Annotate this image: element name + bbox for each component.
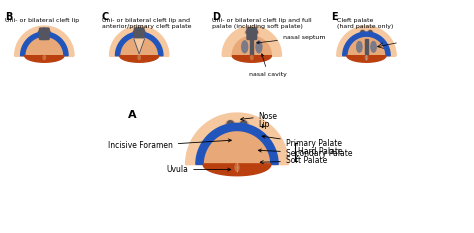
Text: Secondary Palate: Secondary Palate [258,149,352,158]
Text: A: A [128,110,137,120]
Text: E: E [331,12,337,22]
Ellipse shape [241,121,247,126]
Polygon shape [222,26,282,56]
Text: D: D [212,12,220,22]
Polygon shape [25,56,64,62]
Polygon shape [196,123,278,164]
Polygon shape [109,26,169,56]
FancyBboxPatch shape [134,28,140,40]
Polygon shape [119,56,159,62]
Text: Cleft palate
(hard palate only): Cleft palate (hard palate only) [337,18,393,29]
Polygon shape [367,30,373,33]
Ellipse shape [227,121,233,126]
Polygon shape [203,164,271,176]
FancyBboxPatch shape [138,28,144,40]
Text: B: B [5,12,12,22]
Ellipse shape [356,41,362,52]
Polygon shape [225,120,236,125]
FancyBboxPatch shape [43,28,49,40]
Ellipse shape [43,55,46,60]
Polygon shape [20,32,68,56]
Text: Nose: Nose [241,112,278,121]
Ellipse shape [256,41,262,53]
Polygon shape [337,26,396,56]
Ellipse shape [368,31,372,34]
FancyBboxPatch shape [251,28,256,40]
Ellipse shape [235,164,239,171]
Ellipse shape [371,41,376,52]
Polygon shape [203,130,271,164]
Polygon shape [134,39,145,54]
Polygon shape [132,30,138,33]
Polygon shape [119,36,159,56]
Polygon shape [140,30,146,33]
Text: Uni- or bilateral cleft lip and
anterior/primary cleft palate: Uni- or bilateral cleft lip and anterior… [101,18,191,29]
Polygon shape [116,32,163,56]
Ellipse shape [141,31,145,34]
Polygon shape [250,38,253,55]
Polygon shape [37,30,44,33]
Polygon shape [245,30,251,33]
Text: Lip: Lip [259,120,270,129]
Text: Uni- or bilateral cleft lip and full
palate (including soft palate): Uni- or bilateral cleft lip and full pal… [212,18,312,29]
Ellipse shape [365,55,368,60]
Ellipse shape [251,55,253,60]
Ellipse shape [361,31,365,34]
Polygon shape [186,113,288,164]
Polygon shape [238,120,249,125]
Polygon shape [360,30,365,33]
Ellipse shape [242,41,248,53]
Text: Uvula: Uvula [166,165,231,174]
Text: C: C [101,12,109,22]
Ellipse shape [254,31,257,34]
Text: Hard Palate: Hard Palate [299,147,343,156]
Polygon shape [25,36,64,56]
Polygon shape [232,36,272,56]
Polygon shape [45,30,51,33]
Polygon shape [347,56,386,62]
Text: nasal septum: nasal septum [257,35,326,44]
Polygon shape [253,30,259,33]
FancyBboxPatch shape [247,28,253,40]
Polygon shape [365,39,368,54]
Ellipse shape [138,55,140,60]
Text: Primary Palate: Primary Palate [262,135,342,148]
Text: Uni- or bilateral cleft lip: Uni- or bilateral cleft lip [5,18,79,23]
Ellipse shape [46,31,50,34]
FancyBboxPatch shape [39,28,46,40]
Polygon shape [15,26,74,56]
Text: Soft Palate: Soft Palate [260,156,327,165]
Ellipse shape [134,31,137,34]
Polygon shape [343,32,390,56]
Ellipse shape [246,31,250,34]
Polygon shape [347,36,386,56]
Text: nasal cavity: nasal cavity [249,54,287,77]
Ellipse shape [39,31,42,34]
Text: Incisive Foramen: Incisive Foramen [108,139,231,151]
Polygon shape [232,56,272,62]
